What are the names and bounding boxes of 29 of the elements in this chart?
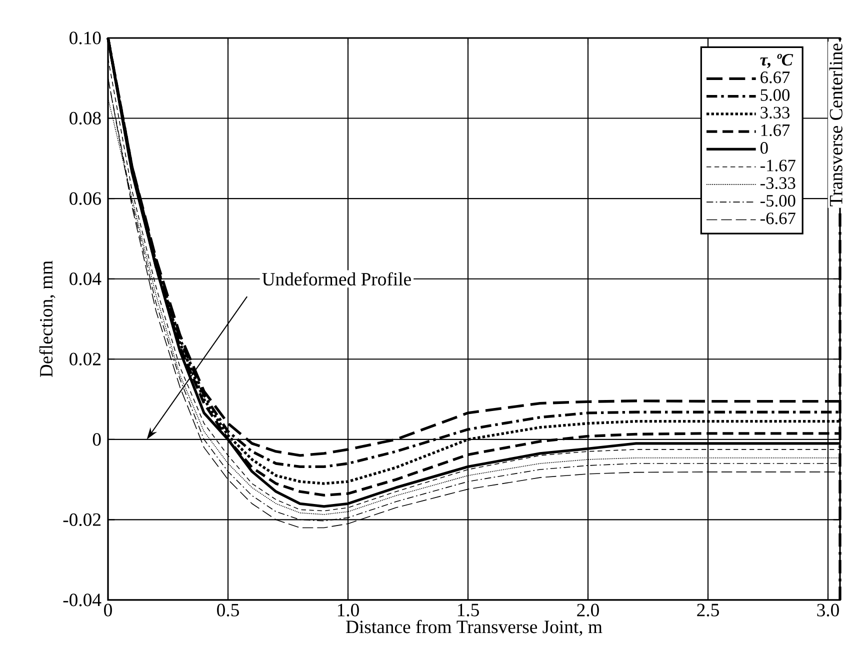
legend-label: -3.33 xyxy=(760,177,796,190)
legend-label: 1.67 xyxy=(761,124,790,136)
y-tick-label: -0.02 xyxy=(63,513,100,526)
y-tick-label: 0.06 xyxy=(70,192,101,205)
x-tick-label: 2.5 xyxy=(697,604,719,616)
y-tick-label: 0 xyxy=(92,433,101,446)
x-tick-label: 1.5 xyxy=(458,604,479,616)
legend-label: -5.00 xyxy=(760,194,796,207)
ref-line-label: Transverse Centerline xyxy=(829,44,842,206)
x-tick-label: 2.0 xyxy=(577,604,599,616)
y-tick-label: -0.04 xyxy=(63,594,102,606)
y-tick-label: 0.08 xyxy=(70,112,101,125)
x-tick-label: 1.0 xyxy=(338,604,359,616)
y-tick-label: 0.02 xyxy=(70,352,100,366)
x-axis-title: Distance from Transverse Joint, m xyxy=(346,620,602,636)
legend-label: 5.00 xyxy=(760,89,790,101)
legend-title: τ, ºC xyxy=(760,54,794,68)
legend-label: -1.67 xyxy=(760,160,796,172)
legend-label: 3.33 xyxy=(760,106,790,119)
x-tick-label: 0.5 xyxy=(217,604,239,616)
x-tick-label: 0 xyxy=(104,604,112,616)
y-axis-title: Deflection, mm xyxy=(39,260,56,378)
x-tick-label: 3.0 xyxy=(817,604,839,616)
legend-label: 6.67 xyxy=(760,72,790,84)
annotation: Undeformed Profile xyxy=(262,272,411,286)
legend-label: 0 xyxy=(760,142,768,154)
y-tick-label: 0.10 xyxy=(70,32,101,44)
legend-label: -6.67 xyxy=(760,212,796,224)
y-tick-label: 0.04 xyxy=(70,272,102,286)
